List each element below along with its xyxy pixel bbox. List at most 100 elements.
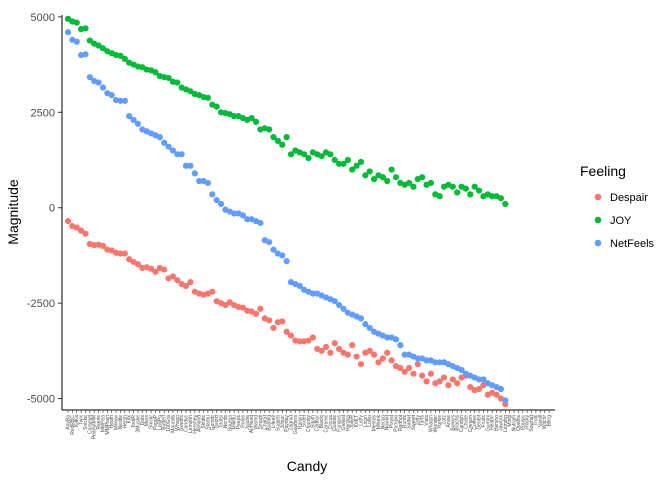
- data-point: [152, 268, 159, 275]
- data-point: [64, 29, 72, 36]
- data-point: [440, 374, 448, 381]
- data-point: [336, 301, 343, 309]
- x-tick-label: Sweett: [411, 414, 417, 430]
- x-tick-label: Vanill: [538, 415, 544, 427]
- data-point: [357, 158, 365, 166]
- data-point: [384, 334, 391, 341]
- points-layer: [64, 15, 509, 408]
- x-tick-label: Mars: [144, 415, 150, 427]
- data-point: [436, 359, 443, 366]
- data-point: [388, 357, 395, 364]
- data-point: [362, 172, 369, 179]
- x-tick-label: Hersho: [494, 415, 500, 431]
- x-tick-label: PeppP: [153, 414, 159, 430]
- x-tick-label: RedRBC: [70, 415, 76, 435]
- y-axis-title: Magnitude: [5, 179, 21, 245]
- data-point: [445, 382, 452, 389]
- data-point: [108, 92, 115, 99]
- y-tick-label: -2500: [27, 298, 55, 310]
- x-tick-label: Twizzl: [214, 415, 220, 429]
- data-point: [252, 310, 260, 317]
- x-tick-label: Blackj: [319, 415, 325, 428]
- x-tick-label: KitKT: [354, 415, 360, 427]
- x-tick-label: Butterf: [162, 414, 168, 429]
- data-point: [147, 265, 155, 272]
- x-tick-label: Runts: [402, 415, 408, 429]
- data-point: [401, 368, 408, 375]
- data-point: [344, 156, 351, 164]
- x-tick-label: Hardca: [345, 415, 351, 431]
- data-point: [305, 155, 312, 162]
- legend-title: Feeling: [580, 163, 626, 179]
- x-tick-label: ChikSt: [262, 414, 268, 429]
- x-tick-label: TootR: [131, 415, 137, 428]
- data-point: [423, 357, 430, 364]
- data-point: [204, 94, 212, 101]
- data-point: [169, 147, 177, 154]
- data-point: [401, 351, 408, 358]
- data-point: [353, 162, 360, 169]
- data-point: [196, 177, 203, 185]
- data-point: [134, 120, 142, 127]
- data-point: [475, 385, 483, 393]
- x-tick-label: Sugarb: [275, 415, 281, 431]
- data-point: [309, 334, 316, 341]
- plot-panel: [61, 15, 555, 411]
- x-tick-label: MMPea: [100, 415, 106, 432]
- data-point: [340, 305, 347, 312]
- legend: Feeling Despair JOY NetFeels: [580, 163, 655, 250]
- x-tick-label: Jujube: [245, 415, 251, 430]
- data-point: [73, 38, 80, 45]
- data-point: [467, 384, 474, 391]
- data-point: [152, 69, 159, 76]
- legend-label-joy: JOY: [610, 215, 632, 227]
- x-tick-label: Hersh: [122, 415, 128, 429]
- data-point: [340, 160, 347, 167]
- data-point: [209, 288, 216, 295]
- x-tick-label: Mintjl: [507, 415, 513, 427]
- data-point: [370, 176, 378, 183]
- x-tick-label: Heathr: [490, 415, 496, 430]
- x-tick-label: Warhd: [254, 415, 260, 430]
- data-point: [174, 151, 181, 158]
- data-point: [117, 97, 124, 104]
- x-tick-label: Skittle: [201, 415, 207, 429]
- x-tick-label: Snickr: [149, 415, 155, 429]
- x-tick-label: Lifeev: [271, 415, 277, 429]
- data-point: [174, 277, 181, 284]
- x-tick-label: Peeps: [236, 415, 242, 430]
- x-tick-label: Hershey: [192, 415, 198, 434]
- x-tick-label: MMPlain: [105, 415, 111, 435]
- data-point: [419, 372, 426, 379]
- data-point: [169, 273, 177, 280]
- data-point: [279, 318, 286, 325]
- x-tick-label: Whatch: [428, 415, 434, 432]
- data-point: [231, 210, 238, 217]
- x-tick-label: Witchr: [542, 415, 548, 430]
- data-point: [392, 336, 400, 343]
- data-point: [405, 364, 413, 372]
- data-point: [82, 51, 89, 58]
- x-tick-label: Nowlat: [385, 414, 391, 430]
- data-point: [349, 166, 356, 173]
- data-point: [379, 355, 386, 362]
- data-point: [266, 238, 273, 246]
- x-tick-label: Reese: [96, 415, 102, 430]
- data-point: [191, 170, 198, 177]
- x-tick-label: Junior: [280, 415, 286, 429]
- data-point: [449, 183, 456, 190]
- data-point: [121, 55, 128, 62]
- x-tick-label: Nutrgm: [512, 415, 518, 431]
- data-point: [388, 166, 395, 173]
- data-point: [384, 349, 391, 356]
- x-tick-label: Lollip: [367, 415, 373, 427]
- data-point: [497, 195, 504, 202]
- data-point: [353, 353, 360, 360]
- data-point: [187, 279, 194, 286]
- data-point: [231, 113, 238, 120]
- data-point: [156, 134, 163, 141]
- x-tick-label: Twix: [79, 415, 85, 426]
- legend-key-despair: [594, 193, 602, 201]
- data-point: [502, 397, 509, 404]
- data-point: [397, 342, 404, 349]
